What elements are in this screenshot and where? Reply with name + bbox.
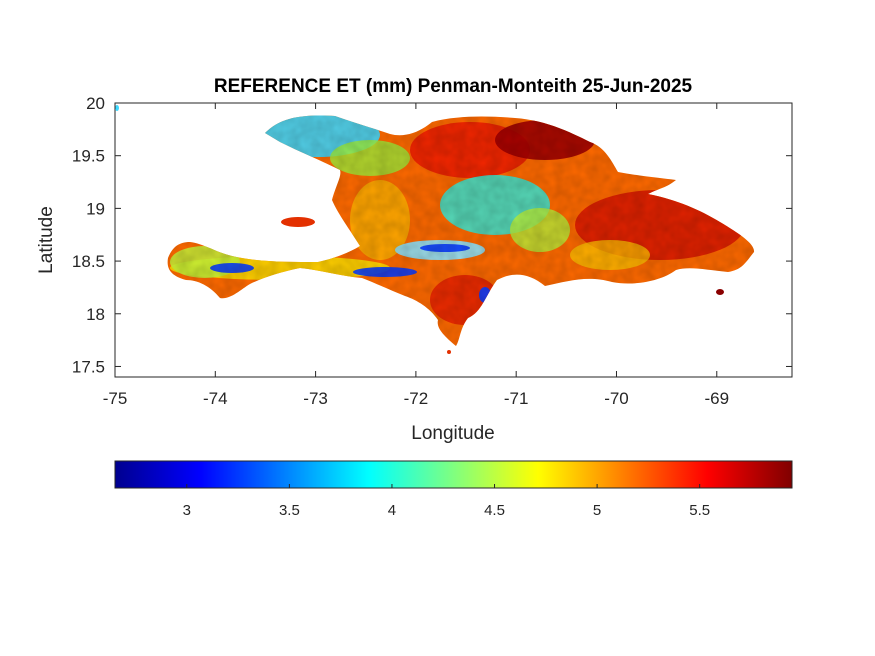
colorbar-tick-label: 5.5 [689,502,710,519]
x-tick-label: -72 [404,389,429,408]
island-beata [447,350,451,354]
y-tick-label: 20 [86,94,105,113]
x-tick-label: -70 [604,389,629,408]
colorbar-tick-label: 5 [593,502,601,519]
x-tick-label: -74 [203,389,228,408]
y-tick-label: 18.5 [72,252,105,271]
y-tick-label: 19.5 [72,147,105,166]
colorbar [115,461,792,488]
colorbar-tick-label: 4.5 [484,502,505,519]
x-tick-label: -69 [704,389,729,408]
colorbar-tick-label: 3 [183,502,191,519]
colorbar-ticks: 3 3.5 4 4.5 5 5.5 [183,484,710,519]
y-tick-label: 18 [86,305,105,324]
colorbar-tick-label: 4 [388,502,396,519]
y-tick-label: 19 [86,199,105,218]
y-axis-label: Latitude [36,206,57,274]
x-tick-label: -73 [303,389,328,408]
x-tick-label: -75 [103,389,128,408]
colorbar-tick-label: 3.5 [279,502,300,519]
chart-title: REFERENCE ET (mm) Penman-Monteith 25-Jun… [214,76,693,97]
y-tick-label: 17.5 [72,357,105,376]
x-tick-label: -71 [504,389,529,408]
pixel-corner [115,105,119,111]
island-gonave [281,217,315,227]
x-axis-label: Longitude [411,423,494,444]
island-saona [716,289,724,295]
